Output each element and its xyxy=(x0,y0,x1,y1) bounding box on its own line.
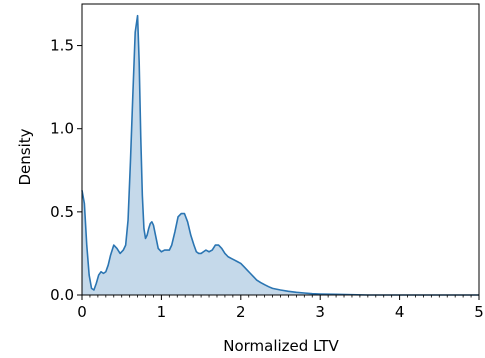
axes: 0 1 2 3 4 5 0.0 0.5 1.0 1.5 xyxy=(50,3,484,321)
density-area-fill xyxy=(82,15,479,295)
x-tick-label: 3 xyxy=(315,303,325,321)
x-tick-label: 4 xyxy=(395,303,405,321)
x-tick-label: 5 xyxy=(474,303,484,321)
y-tick-label: 0.0 xyxy=(50,286,74,304)
y-tick-label: 0.5 xyxy=(50,203,74,221)
y-tick-label: 1.5 xyxy=(50,37,74,55)
x-tick-label: 2 xyxy=(236,303,246,321)
x-tick-label: 1 xyxy=(157,303,167,321)
density-line xyxy=(81,14,479,296)
y-axis-label: Density xyxy=(16,128,34,185)
series-layer xyxy=(81,14,479,296)
y-tick-label: 1.0 xyxy=(50,120,74,138)
x-tick-label: 0 xyxy=(77,303,87,321)
x-axis-label: Normalized LTV xyxy=(223,337,339,355)
